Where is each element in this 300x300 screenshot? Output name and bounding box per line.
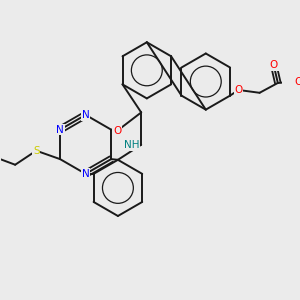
Text: N: N [56, 124, 64, 135]
Text: N: N [82, 110, 89, 120]
Text: O: O [269, 60, 278, 70]
Text: O: O [234, 85, 243, 95]
Text: NH: NH [124, 140, 139, 150]
Text: S: S [33, 146, 40, 156]
Text: N: N [82, 169, 89, 179]
Text: O: O [294, 76, 300, 87]
Text: O: O [113, 126, 122, 136]
